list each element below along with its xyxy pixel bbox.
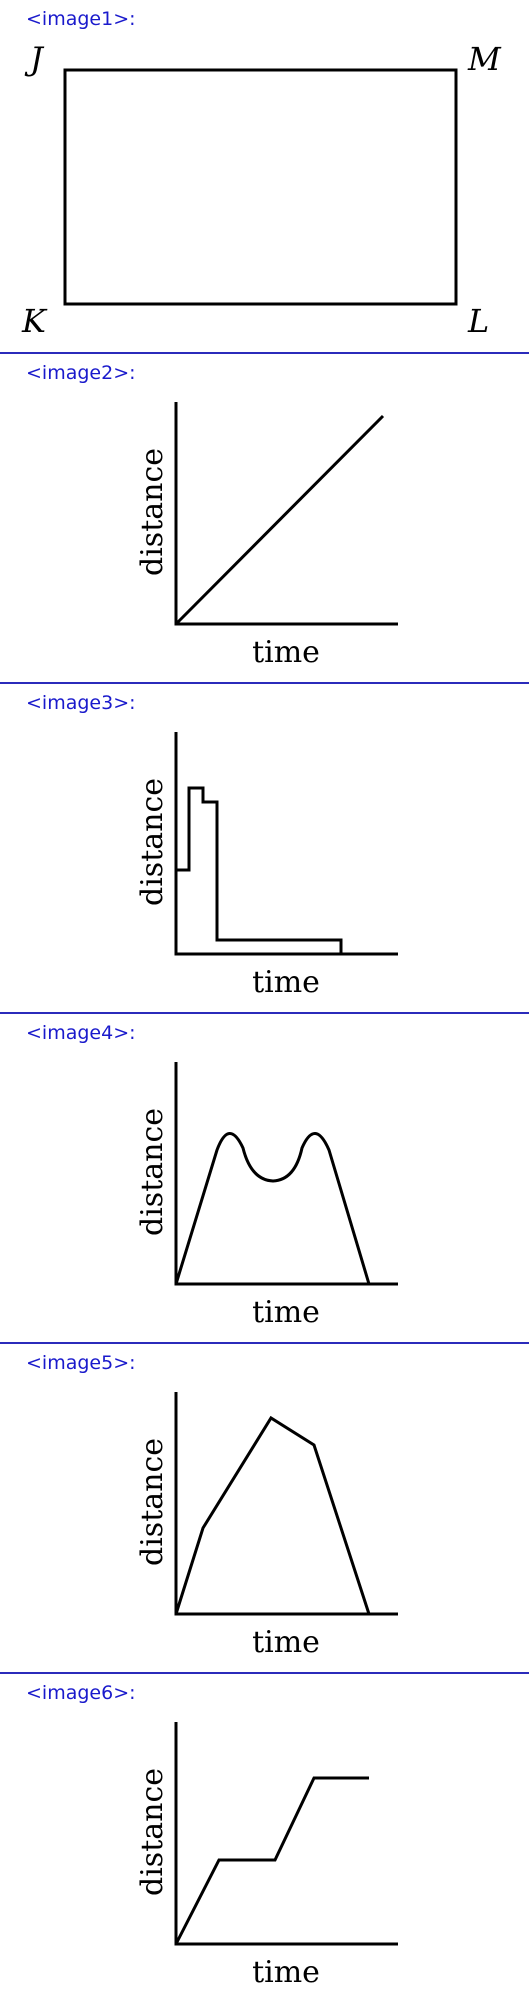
y-axis-label: distance	[135, 1438, 170, 1566]
distance-time-graph: distance time	[135, 732, 398, 1000]
x-axis-label: time	[252, 965, 320, 1000]
divider	[0, 1342, 529, 1344]
y-axis-label: distance	[135, 1768, 170, 1896]
divider	[0, 1672, 529, 1674]
panel-image2: <image2>: distance time	[0, 354, 529, 682]
panel-image5: <image5>: distance time	[0, 1344, 529, 1672]
panel-image6: <image6>: distance time	[0, 1674, 529, 1996]
divider	[0, 682, 529, 684]
vertex-j: J	[24, 40, 45, 78]
panel-label: <image5>:	[26, 1352, 136, 1374]
graph-line	[174, 1132, 371, 1285]
panel-label: <image6>:	[26, 1682, 136, 1704]
rectangle-figure: J M K L	[21, 40, 502, 340]
graph-line	[174, 1415, 371, 1615]
y-axis-label: distance	[135, 1108, 170, 1236]
y-axis-label: distance	[135, 448, 170, 576]
panel-label: <image2>:	[26, 362, 136, 384]
panel-label: <image1>:	[26, 8, 136, 30]
rectangle-jklm	[63, 68, 458, 306]
x-axis-label: time	[252, 1295, 320, 1330]
panel-image1: <image1>: J M K L	[0, 0, 529, 352]
graph-axes	[174, 732, 398, 956]
graph-line	[174, 414, 385, 626]
vertex-l: L	[467, 302, 489, 340]
panel-image4: <image4>: distance time	[0, 1014, 529, 1342]
distance-time-graph: distance time	[135, 1062, 398, 1330]
graph-line	[174, 1776, 369, 1945]
distance-time-graph: distance time	[135, 402, 398, 670]
divider	[0, 352, 529, 354]
panel-label: <image3>:	[26, 692, 136, 714]
x-axis-label: time	[252, 1625, 320, 1660]
vertex-k: K	[21, 302, 48, 340]
divider	[0, 1012, 529, 1014]
y-axis-label: distance	[135, 778, 170, 906]
x-axis-label: time	[252, 1955, 320, 1990]
graph-line	[176, 786, 343, 954]
x-axis-label: time	[252, 635, 320, 670]
distance-time-graph: distance time	[135, 1722, 398, 1990]
distance-time-graph: distance time	[135, 1392, 398, 1660]
graph-axes	[174, 1392, 398, 1616]
vertex-m: M	[467, 40, 502, 78]
panel-image3: <image3>: distance time	[0, 684, 529, 1012]
panel-label: <image4>:	[26, 1022, 136, 1044]
